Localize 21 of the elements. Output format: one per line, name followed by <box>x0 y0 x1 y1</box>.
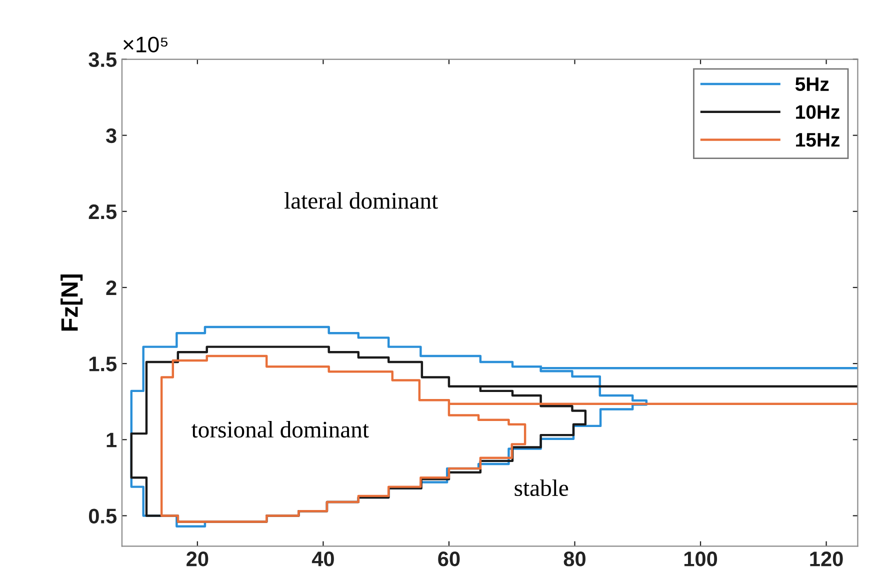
x-tick-label: 120 <box>810 552 843 566</box>
x-tick-label: 100 <box>684 552 718 566</box>
annotation: lateral dominant <box>284 192 438 209</box>
x-tick-label: 40 <box>312 552 334 566</box>
y-tick-label: 1 <box>106 432 117 448</box>
y-tick-label: 3.5 <box>88 52 117 68</box>
y-tick-label: 3 <box>106 128 116 144</box>
legend-label: 15Hz <box>796 133 840 147</box>
y-tick-label: 2.5 <box>88 204 117 220</box>
y-tick-label: 0.5 <box>88 508 117 524</box>
legend-label: 10Hz <box>796 105 840 119</box>
x-tick-label: 20 <box>186 552 208 566</box>
y-tick-label: 1.5 <box>89 356 117 372</box>
y-axis-title: Fz[N] <box>60 274 83 331</box>
annotation: torsional dominant <box>192 421 369 438</box>
x-tick-label: 60 <box>438 552 460 566</box>
annotation: stable <box>514 479 568 496</box>
legend-label: 5Hz <box>795 77 829 92</box>
x-tick-label: 80 <box>564 552 586 566</box>
text: ×10⁵ <box>124 36 168 52</box>
y-tick-label: 2 <box>106 280 116 296</box>
